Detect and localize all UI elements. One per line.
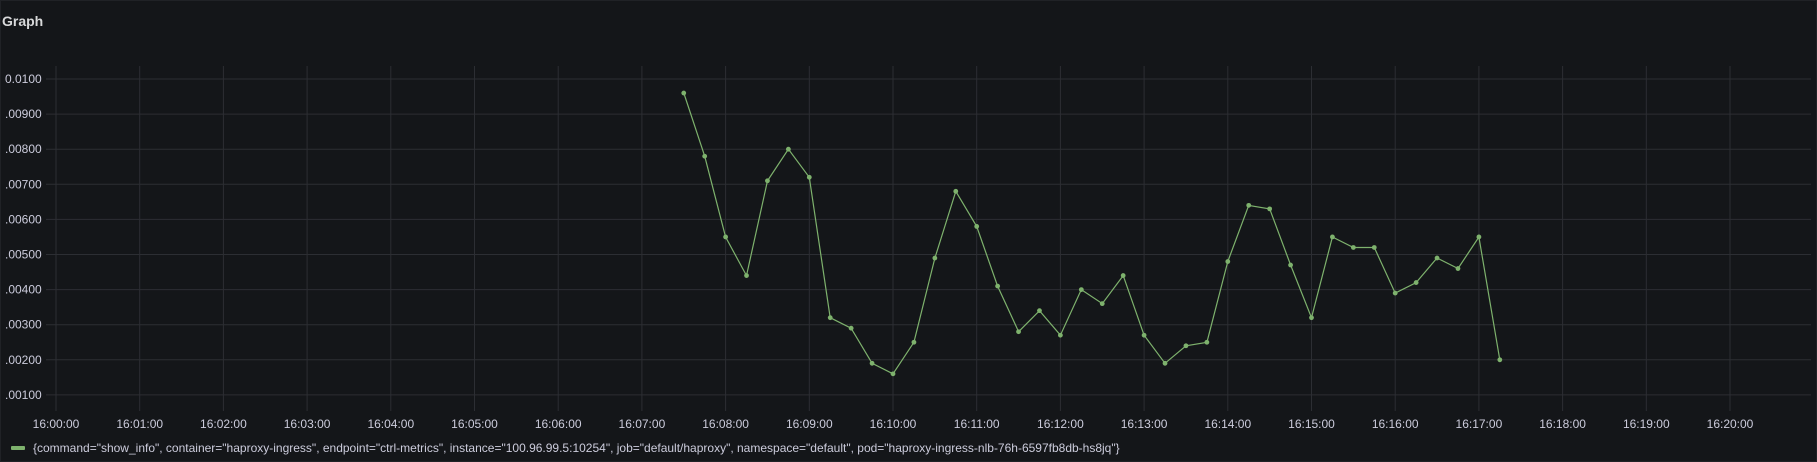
y-tick-label: .00900 [5, 107, 42, 121]
x-tick-label: 16:11:00 [954, 417, 1000, 431]
x-tick-label: 16:03:00 [284, 417, 331, 431]
x-tick-label: 16:17:00 [1456, 417, 1503, 431]
x-tick-label: 16:10:00 [870, 417, 917, 431]
y-tick-label: 0.0100 [5, 72, 42, 86]
y-tick-label: .00100 [5, 388, 42, 402]
data-point [1225, 259, 1231, 264]
x-tick-label: 16:16:00 [1372, 417, 1419, 431]
data-point [848, 325, 854, 331]
data-point [702, 153, 708, 159]
x-tick-label: 16:15:00 [1288, 417, 1335, 431]
data-point [995, 283, 1001, 289]
data-point [827, 315, 833, 321]
y-tick-label: .00500 [5, 248, 42, 262]
data-point [765, 178, 770, 184]
data-point [1476, 234, 1482, 240]
data-point [785, 146, 791, 152]
y-tick-label: .00300 [5, 318, 42, 332]
data-point [1016, 329, 1021, 335]
legend-series-label[interactable]: {command="show_info", container="haproxy… [33, 441, 1120, 455]
data-point [1455, 266, 1461, 271]
x-tick-label: 16:01:00 [116, 417, 163, 431]
data-point [744, 273, 749, 278]
data-point [1246, 202, 1252, 208]
x-tick-label: 16:08:00 [702, 417, 749, 431]
x-tick-label: 16:07:00 [619, 417, 666, 431]
data-point [890, 371, 896, 377]
data-point [1330, 234, 1335, 240]
y-tick-label: .00800 [5, 142, 42, 156]
x-tick-label: 16:13:00 [1121, 417, 1168, 431]
data-point [1288, 262, 1293, 268]
data-point [1037, 308, 1042, 314]
y-tick-label: .00600 [5, 212, 42, 226]
x-tick-label: 16:04:00 [367, 417, 414, 431]
data-point [869, 360, 875, 366]
x-tick-label: 16:02:00 [200, 417, 247, 431]
legend: {command="show_info", container="haproxy… [11, 441, 1120, 455]
y-tick-label: .00400 [5, 283, 42, 297]
data-point [974, 224, 980, 229]
x-tick-label: 16:09:00 [786, 417, 833, 431]
x-tick-label: 16:05:00 [451, 417, 498, 431]
data-point [1183, 343, 1189, 349]
panel-title: Graph [2, 13, 44, 29]
data-point [932, 255, 938, 261]
data-point [953, 188, 959, 194]
data-point [1058, 332, 1063, 338]
x-tick-label: 16:14:00 [1204, 417, 1251, 431]
y-tick-label: .00200 [5, 353, 42, 367]
y-tick-label: .00700 [5, 177, 42, 191]
data-point [1309, 315, 1314, 321]
legend-swatch [11, 446, 25, 450]
data-point [1413, 280, 1419, 285]
data-point [806, 174, 812, 180]
x-tick-label: 16:12:00 [1037, 417, 1084, 431]
data-point [1078, 287, 1084, 292]
data-point [1120, 273, 1126, 278]
data-point [723, 234, 728, 240]
data-point [1099, 301, 1105, 307]
data-point [681, 90, 687, 96]
data-point [1392, 290, 1398, 296]
data-point [1350, 245, 1356, 250]
data-point [1204, 339, 1210, 345]
data-point [1497, 357, 1503, 363]
x-tick-label: 16:19:00 [1623, 417, 1670, 431]
x-tick-label: 16:18:00 [1539, 417, 1586, 431]
data-point [1162, 360, 1168, 366]
x-tick-label: 16:00:00 [33, 417, 80, 431]
data-point [1141, 332, 1147, 338]
data-point [1434, 255, 1440, 261]
x-tick-label: 16:20:00 [1707, 417, 1754, 431]
data-point [1371, 245, 1377, 250]
data-point [911, 339, 917, 345]
x-tick-label: 16:06:00 [535, 417, 582, 431]
data-point [1267, 206, 1273, 212]
series-line [683, 92, 1501, 375]
